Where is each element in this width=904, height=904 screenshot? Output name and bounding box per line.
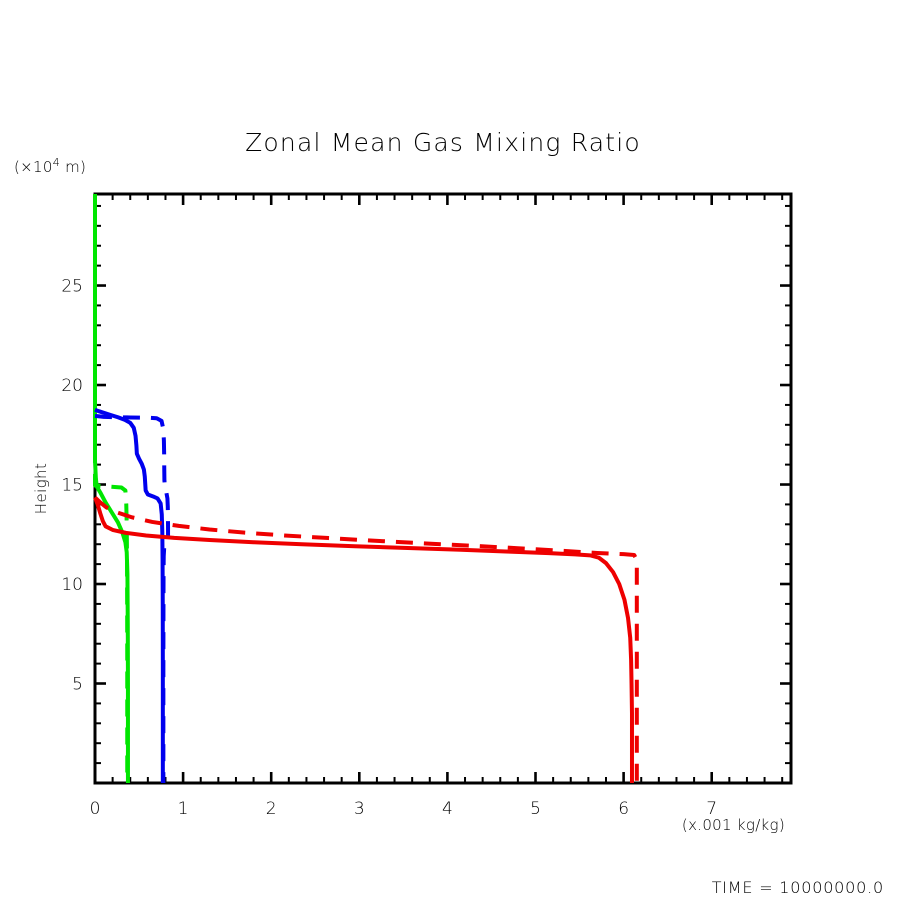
time-stamp-label: TIME = 10000000.0 xyxy=(712,878,884,897)
y-axis-title: Height xyxy=(32,463,50,514)
y-axis-tick-label: 5 xyxy=(72,675,83,695)
x-axis-tick-label: 6 xyxy=(618,799,629,819)
x-axis-tick-label: 2 xyxy=(266,799,277,819)
series-blue-dashed xyxy=(94,413,171,783)
x-axis-unit-label: (x.001 kg/kg) xyxy=(682,816,785,834)
y-axis-tick-label: 25 xyxy=(61,277,83,297)
x-axis-tick-label: 3 xyxy=(354,799,365,819)
plot-frame xyxy=(93,192,793,785)
y-axis-tick-label: 10 xyxy=(61,575,83,595)
series-green-dashed xyxy=(93,194,130,783)
x-axis-tick-label: 7 xyxy=(706,799,717,819)
page-title: Zonal Mean Gas Mixing Ratio xyxy=(245,128,641,157)
x-axis-tick-label: 4 xyxy=(442,799,453,819)
x-axis-tick-label: 1 xyxy=(178,799,189,819)
y-axis-unit-label: (×104 m) xyxy=(14,156,86,177)
x-axis-tick-label: 0 xyxy=(90,799,101,819)
y-axis-tick-label: 15 xyxy=(61,476,83,496)
series-red-dashed xyxy=(93,495,639,783)
series-red-solid xyxy=(93,496,634,783)
x-axis-tick-label: 5 xyxy=(530,799,541,819)
y-axis-tick-label: 20 xyxy=(61,376,83,396)
